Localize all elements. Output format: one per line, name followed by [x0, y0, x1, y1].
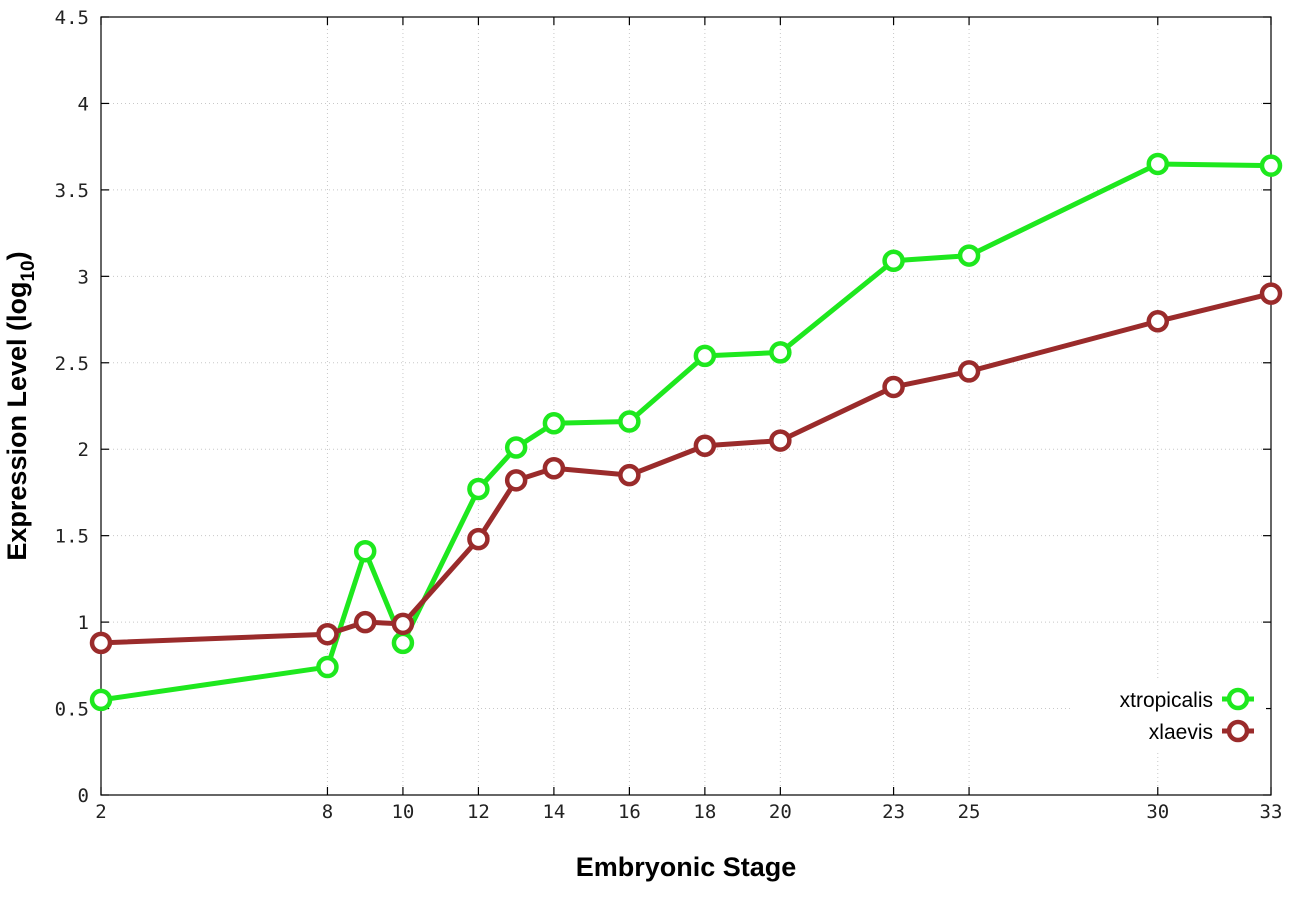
y-tick-label: 3: [78, 266, 89, 288]
data-point: [353, 539, 377, 563]
series-line: [100, 161, 1272, 703]
y-axis-label: Expression Level (log10): [2, 251, 39, 560]
y-tick-label: 4.5: [55, 7, 89, 29]
x-tick-label: 23: [882, 801, 905, 823]
legend-label: xtropicalis: [1120, 689, 1213, 712]
y-axis-label-close: ): [2, 251, 32, 260]
x-tick-label: 8: [322, 801, 333, 823]
plot-frame: [100, 16, 1272, 796]
legend: xtropicalis xlaevis: [1070, 678, 1266, 750]
series-xtropicalis: [89, 152, 1283, 712]
data-point: [957, 360, 981, 383]
data-point: [504, 469, 528, 492]
data-point: [882, 375, 905, 399]
series-line: [100, 291, 1272, 646]
x-axis-label: Embryonic Stage: [576, 852, 797, 882]
data-point: [467, 477, 490, 501]
x-tick-label: 14: [542, 801, 565, 823]
data-point: [1259, 154, 1283, 177]
x-tick-label: 10: [391, 801, 414, 823]
data-point: [89, 688, 113, 712]
data-point: [769, 341, 792, 364]
x-tick-label: 16: [618, 801, 641, 823]
y-tick-label: 0.5: [55, 699, 89, 721]
y-axis-label-main: Expression Level (log: [2, 282, 32, 561]
x-tick-label: 33: [1260, 801, 1283, 823]
data-point: [618, 410, 641, 433]
data-point: [1146, 310, 1170, 333]
data-point: [542, 412, 566, 435]
y-tick-label: 3.5: [55, 180, 89, 202]
y-tick-label: 2.5: [55, 353, 89, 375]
data-point: [957, 244, 981, 267]
x-tick-label: 25: [958, 801, 981, 823]
y-tick-label: 1.5: [55, 526, 89, 548]
data-point: [89, 631, 113, 655]
x-tick-label: 12: [467, 801, 490, 823]
axis-ticks: 0 0.5 1 1.5 2 2.5 3 3.5 4 4.5 2 8 10 12 14 16 18 20 23 25 30…: [55, 7, 1283, 823]
data-point: [353, 610, 377, 634]
x-tick-label: 20: [769, 801, 792, 823]
y-tick-label: 0: [78, 785, 89, 807]
legend-swatch-marker: [1226, 719, 1250, 743]
data-point: [391, 612, 415, 636]
x-tick-label: 30: [1146, 801, 1169, 823]
data-point: [769, 429, 792, 452]
data-point: [316, 655, 339, 679]
data-point: [1259, 282, 1283, 305]
data-point: [1146, 152, 1170, 176]
legend-swatch-marker: [1226, 687, 1250, 711]
y-axis-label-subscript: 10: [18, 260, 39, 281]
x-tick-label: 18: [693, 801, 716, 823]
data-point: [542, 456, 566, 480]
y-tick-label: 1: [78, 612, 89, 634]
data-point: [693, 344, 717, 368]
data-point: [391, 631, 415, 655]
data-point: [316, 622, 339, 646]
y-tick-label: 2: [78, 439, 89, 461]
series-xlaevis: [89, 282, 1283, 655]
y-tick-label: 4: [78, 93, 89, 115]
data-point: [467, 527, 490, 551]
legend-label: xlaevis: [1149, 721, 1213, 744]
x-tick-label: 2: [95, 801, 106, 823]
data-point: [504, 436, 528, 459]
data-point: [882, 249, 905, 273]
data-point: [618, 463, 641, 487]
series-layer: [89, 152, 1283, 712]
data-point: [693, 434, 717, 458]
